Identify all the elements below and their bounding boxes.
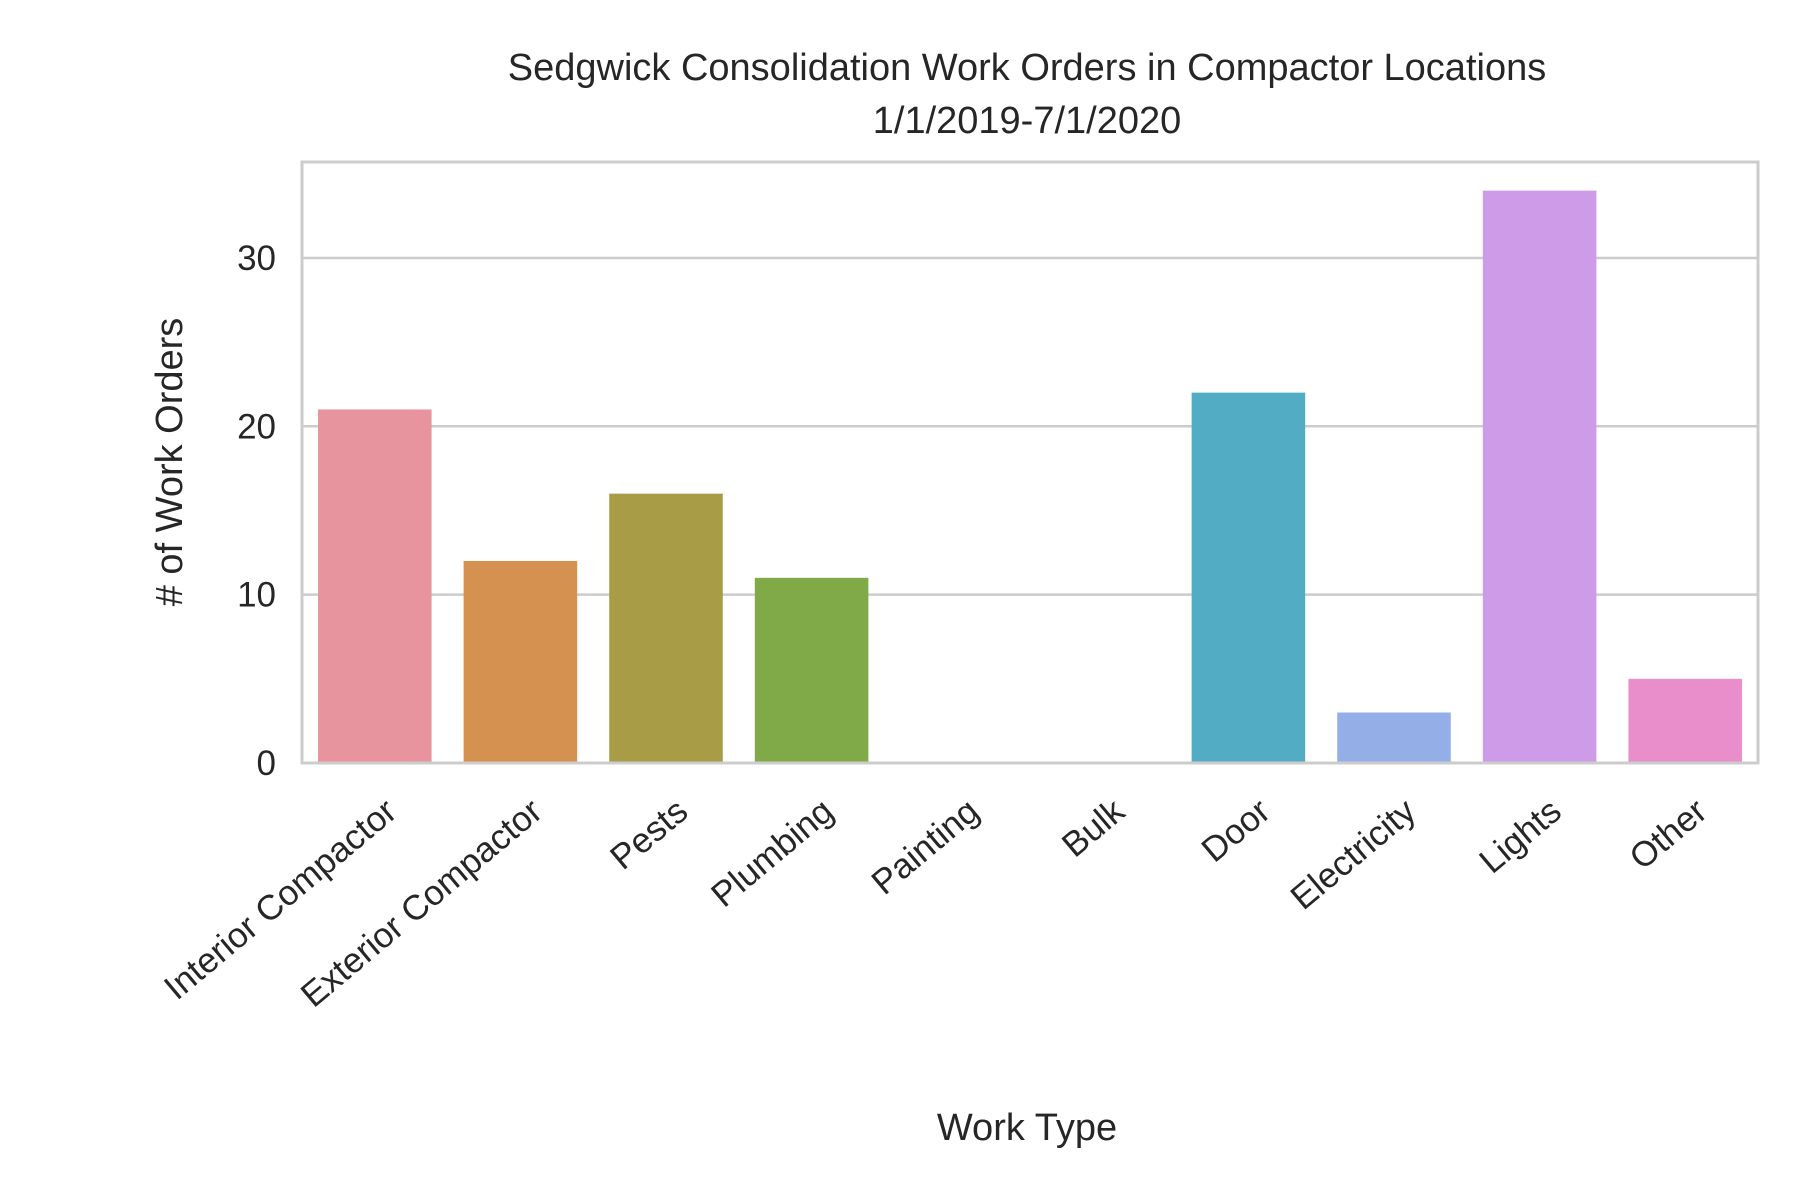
bar-door	[1191, 392, 1306, 763]
x-axis-label: Work Type	[937, 1107, 1117, 1149]
chart-title: Sedgwick Consolidation Work Orders in Co…	[508, 47, 1546, 89]
x-tick-label: Pests	[603, 791, 695, 877]
x-tick-label: Painting	[864, 791, 986, 902]
bar-pests	[609, 493, 723, 763]
x-tick-label: Other	[1622, 791, 1714, 877]
y-tick-label: 0	[257, 744, 276, 783]
plot-frame	[300, 160, 1760, 765]
x-tick-label: Exterior Compactor	[294, 791, 550, 1015]
bar-electricity	[1337, 712, 1451, 763]
y-axis-label: # of Work Orders	[149, 318, 191, 607]
bars	[318, 190, 1742, 764]
x-tick-label: Lights	[1472, 791, 1569, 881]
y-tick-labels: 0 10 20 30	[237, 239, 276, 783]
bar-lights	[1482, 190, 1597, 764]
bar-exterior-compactor	[463, 560, 578, 763]
chart-subtitle: 1/1/2019-7/1/2020	[873, 100, 1182, 142]
bar-plumbing	[754, 577, 869, 763]
y-tick-label: 30	[237, 239, 276, 278]
x-tick-label: Door	[1194, 791, 1277, 870]
x-tick-label: Electricity	[1283, 791, 1423, 917]
x-tick-label: Interior Compactor	[157, 791, 404, 1007]
bar-other	[1628, 678, 1742, 763]
x-tick-label: Bulk	[1055, 791, 1133, 865]
x-tick-label: Plumbing	[704, 791, 841, 915]
y-tick-label: 10	[237, 576, 276, 615]
bar-interior-compactor	[318, 409, 432, 763]
y-tick-label: 20	[237, 407, 276, 446]
